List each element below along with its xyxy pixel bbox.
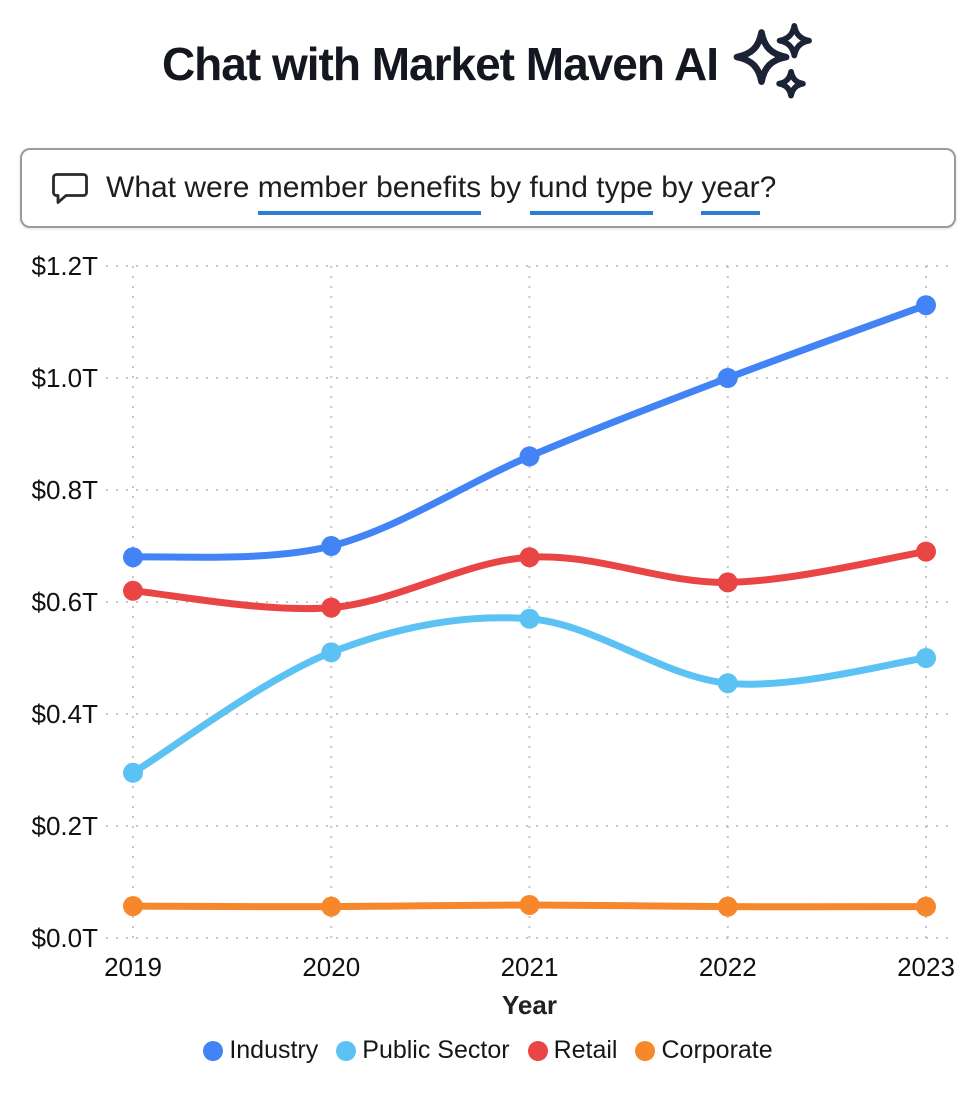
legend-label: Industry <box>229 1036 319 1064</box>
question-text-segment: by <box>481 171 530 204</box>
data-point-retail-2020[interactable] <box>321 597 342 618</box>
data-point-corporate-2021[interactable] <box>519 894 540 915</box>
data-point-retail-2019[interactable] <box>123 580 143 601</box>
data-point-public-sector-2023[interactable] <box>916 648 936 668</box>
legend-label: Retail <box>553 1036 618 1064</box>
data-point-retail-2022[interactable] <box>717 572 738 593</box>
y-axis-tick-label: $0.6T <box>32 587 99 617</box>
y-axis-tick-label: $0.0T <box>32 923 99 953</box>
underlined-term: fund type <box>529 171 653 215</box>
data-point-industry-2021[interactable] <box>519 446 540 467</box>
question-text-segment: ? <box>759 171 777 204</box>
line-chart-svg: $0.0T $0.2T $0.4T $0.6T $0.8T $1.0T $1.2T 2019 2… <box>32 251 956 1020</box>
data-point-public-sector-2019[interactable] <box>123 762 143 783</box>
chart-legend: Industry Public Sector Retail Corporate <box>0 1036 976 1065</box>
data-point-corporate-2020[interactable] <box>321 896 342 917</box>
data-point-retail-2023[interactable] <box>916 541 936 562</box>
legend-dot <box>527 1040 548 1061</box>
speech-bubble-icon <box>52 173 88 204</box>
y-axis-tick-label: $0.4T <box>32 699 99 729</box>
data-point-industry-2022[interactable] <box>717 368 738 388</box>
data-point-public-sector-2020[interactable] <box>321 642 342 663</box>
y-axis-tick-label: $0.2T <box>32 811 99 841</box>
chat-question-box[interactable]: What were member benefits by fund type b… <box>20 148 956 228</box>
data-point-retail-2021[interactable] <box>519 547 540 568</box>
sparkles-icon <box>733 23 812 99</box>
data-point-public-sector-2021[interactable] <box>519 608 540 629</box>
data-point-industry-2020[interactable] <box>321 536 342 556</box>
legend-item-corporate[interactable]: Corporate <box>635 1036 773 1065</box>
data-point-corporate-2023[interactable] <box>916 896 936 917</box>
chat-question-text: What were member benefits by fund type b… <box>106 171 777 215</box>
y-axis-tick-label: $1.0T <box>32 363 99 393</box>
legend-item-industry[interactable]: Industry <box>203 1036 318 1065</box>
question-text-segment: What were <box>106 171 258 204</box>
legend-dot <box>336 1040 357 1061</box>
question-text-segment: by <box>652 171 702 204</box>
legend-item-retail[interactable]: Retail <box>527 1036 618 1065</box>
series-line-public-sector <box>129 614 930 777</box>
data-point-corporate-2022[interactable] <box>717 896 738 917</box>
page-title: Chat with Market Maven AI <box>161 38 719 90</box>
x-axis-tick-label: 2021 <box>501 952 559 982</box>
data-point-corporate-2019[interactable] <box>123 896 143 917</box>
chart-area: $0.0T $0.2T $0.4T $0.6T $0.8T $1.0T $1.2T 2019 2… <box>0 248 976 1065</box>
legend-dot <box>203 1040 224 1061</box>
underlined-term: year <box>701 171 760 215</box>
y-axis-tick-label: $0.8T <box>32 475 99 505</box>
legend-label: Public Sector <box>362 1036 510 1064</box>
x-axis-tick-label: 2020 <box>302 952 360 982</box>
legend-dot <box>635 1040 656 1061</box>
data-point-industry-2019[interactable] <box>123 547 143 568</box>
x-axis-title: Year <box>502 990 557 1020</box>
legend-item-public-sector[interactable]: Public Sector <box>336 1036 510 1065</box>
underlined-term: member benefits <box>257 171 482 215</box>
legend-label: Corporate <box>661 1036 773 1064</box>
x-axis-tick-label: 2022 <box>699 952 757 982</box>
page-header: Chat with Market Maven AI <box>0 22 976 106</box>
data-point-public-sector-2022[interactable] <box>717 673 738 694</box>
data-point-industry-2023[interactable] <box>916 295 936 316</box>
series-line-industry <box>129 301 930 561</box>
y-axis-tick-label: $1.2T <box>32 251 99 281</box>
x-axis-tick-label: 2023 <box>897 952 955 982</box>
x-axis-tick-label: 2019 <box>104 952 162 982</box>
